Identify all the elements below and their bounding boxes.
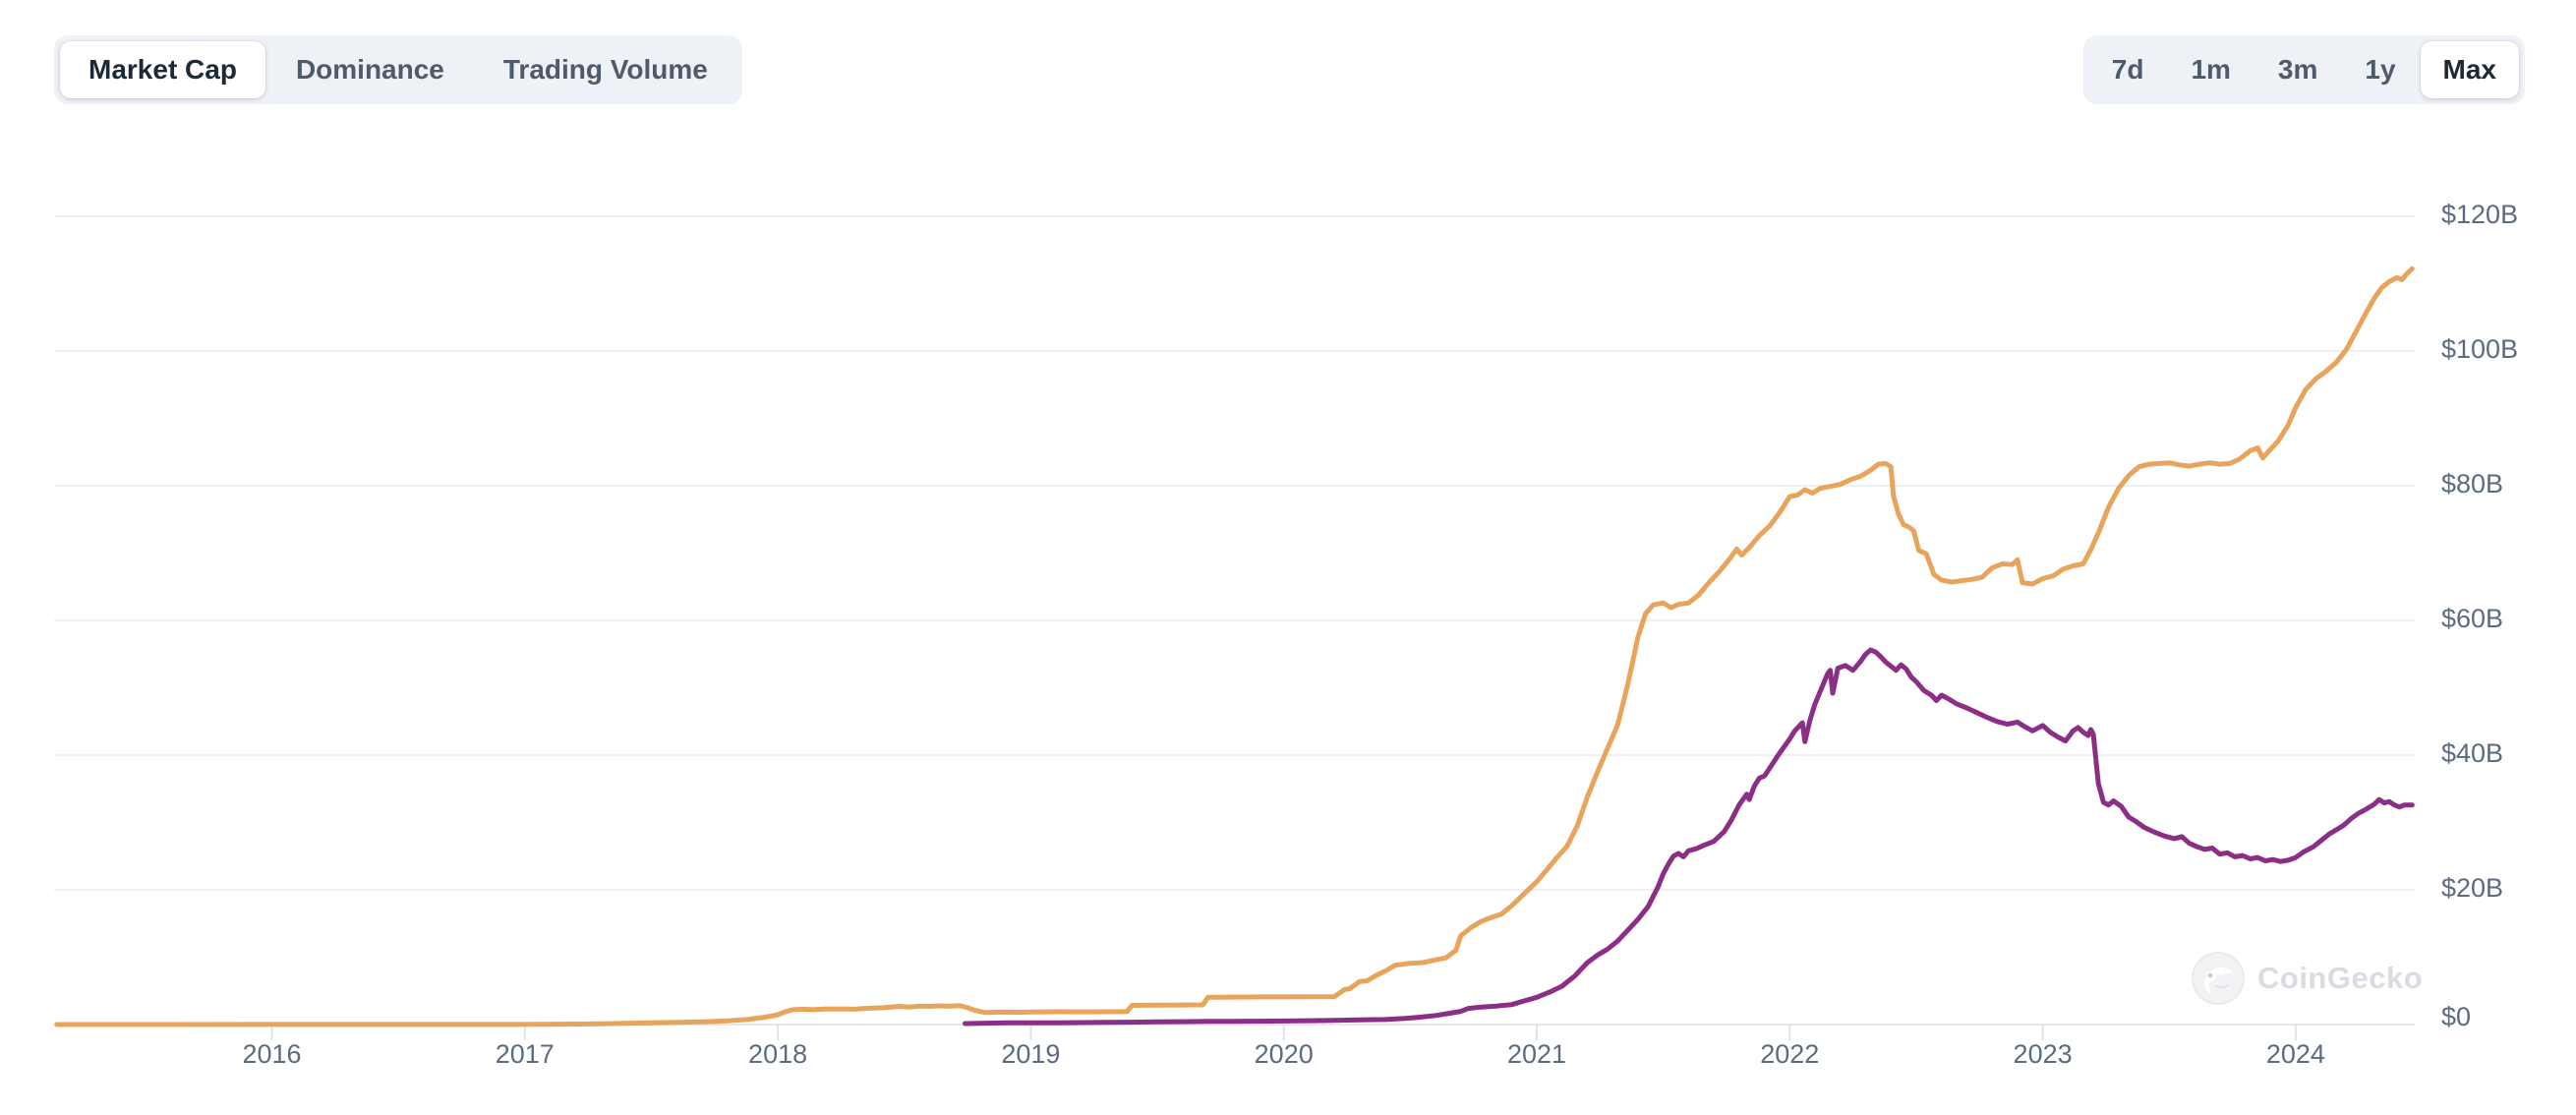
- y-axis-tick-label: $40B: [2441, 738, 2503, 768]
- y-axis-tick-label: $80B: [2441, 469, 2503, 499]
- purple-line: [963, 647, 2415, 1027]
- x-axis-tick-label: 2018: [748, 1039, 807, 1069]
- x-axis-tick-label: 2021: [1507, 1039, 1566, 1069]
- x-axis-tick-label: 2020: [1255, 1039, 1314, 1069]
- metric-tab-group: Market Cap Dominance Trading Volume: [54, 35, 742, 105]
- range-3m-button[interactable]: 3m: [2255, 41, 2340, 98]
- y-axis-tick-label: $60B: [2441, 604, 2503, 633]
- x-axis-tick-label: 2019: [1001, 1039, 1060, 1069]
- tab-dominance[interactable]: Dominance: [267, 41, 473, 98]
- tab-trading-volume[interactable]: Trading Volume: [475, 41, 736, 98]
- time-range-group: 7d 1m 3m 1y Max: [2082, 35, 2525, 105]
- x-axis-tick-label: 2023: [2014, 1039, 2073, 1069]
- x-axis-tick-label: 2017: [496, 1039, 555, 1069]
- range-1m-button[interactable]: 1m: [2168, 41, 2253, 98]
- x-axis-tick-label: 2024: [2266, 1039, 2325, 1069]
- range-7d-button[interactable]: 7d: [2089, 41, 2167, 98]
- range-1y-button[interactable]: 1y: [2342, 41, 2418, 98]
- y-axis-tick-label: $0: [2441, 1002, 2471, 1031]
- x-axis-tick-label: 2016: [242, 1039, 301, 1069]
- range-max-button[interactable]: Max: [2420, 41, 2519, 99]
- y-axis-tick-label: $20B: [2441, 873, 2503, 903]
- y-axis-tick-label: $100B: [2441, 334, 2518, 364]
- y-axis-tick-label: $120B: [2441, 200, 2518, 229]
- x-axis-tick-label: 2022: [1760, 1039, 1819, 1069]
- orange-line: [54, 265, 2415, 1027]
- tab-market-cap[interactable]: Market Cap: [60, 41, 265, 99]
